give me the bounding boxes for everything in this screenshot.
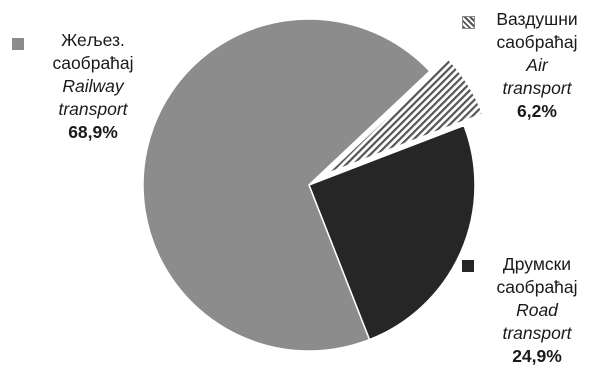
air-label-en-1: Air bbox=[526, 55, 548, 75]
legend-swatch-railway bbox=[12, 38, 24, 50]
road-label-en-2: transport bbox=[502, 323, 572, 343]
legend-swatch-road bbox=[462, 260, 474, 272]
pie-slice-road bbox=[308, 124, 476, 341]
road-label-sr-2: саобраћај bbox=[496, 277, 578, 297]
air-label-en-2: transport bbox=[502, 78, 572, 98]
slice-label-railway: Жељез. саобраћај Railway transport 68,9% bbox=[38, 29, 148, 144]
railway-label-sr-1: Жељез. bbox=[61, 30, 125, 50]
railway-label-en-1: Railway bbox=[62, 76, 124, 96]
pie-slice-air bbox=[327, 58, 484, 174]
legend-swatch-air bbox=[462, 16, 475, 29]
air-label-sr-1: Ваздушни bbox=[496, 9, 578, 29]
slice-label-road: Друмски саобраћај Road transport 24,9% bbox=[482, 253, 592, 368]
road-label-en-1: Road bbox=[516, 300, 558, 320]
railway-value-label: 68,9% bbox=[68, 122, 118, 142]
air-value-label: 6,2% bbox=[517, 101, 557, 121]
pie-slice-railway bbox=[142, 18, 431, 352]
railway-label-sr-2: саобраћај bbox=[52, 53, 134, 73]
slice-label-air: Ваздушни саобраћај Air transport 6,2% bbox=[482, 8, 592, 123]
road-value-label: 24,9% bbox=[512, 346, 562, 366]
railway-label-en-2: transport bbox=[58, 99, 128, 119]
air-label-sr-2: саобраћај bbox=[496, 32, 578, 52]
road-label-sr-1: Друмски bbox=[502, 254, 572, 274]
